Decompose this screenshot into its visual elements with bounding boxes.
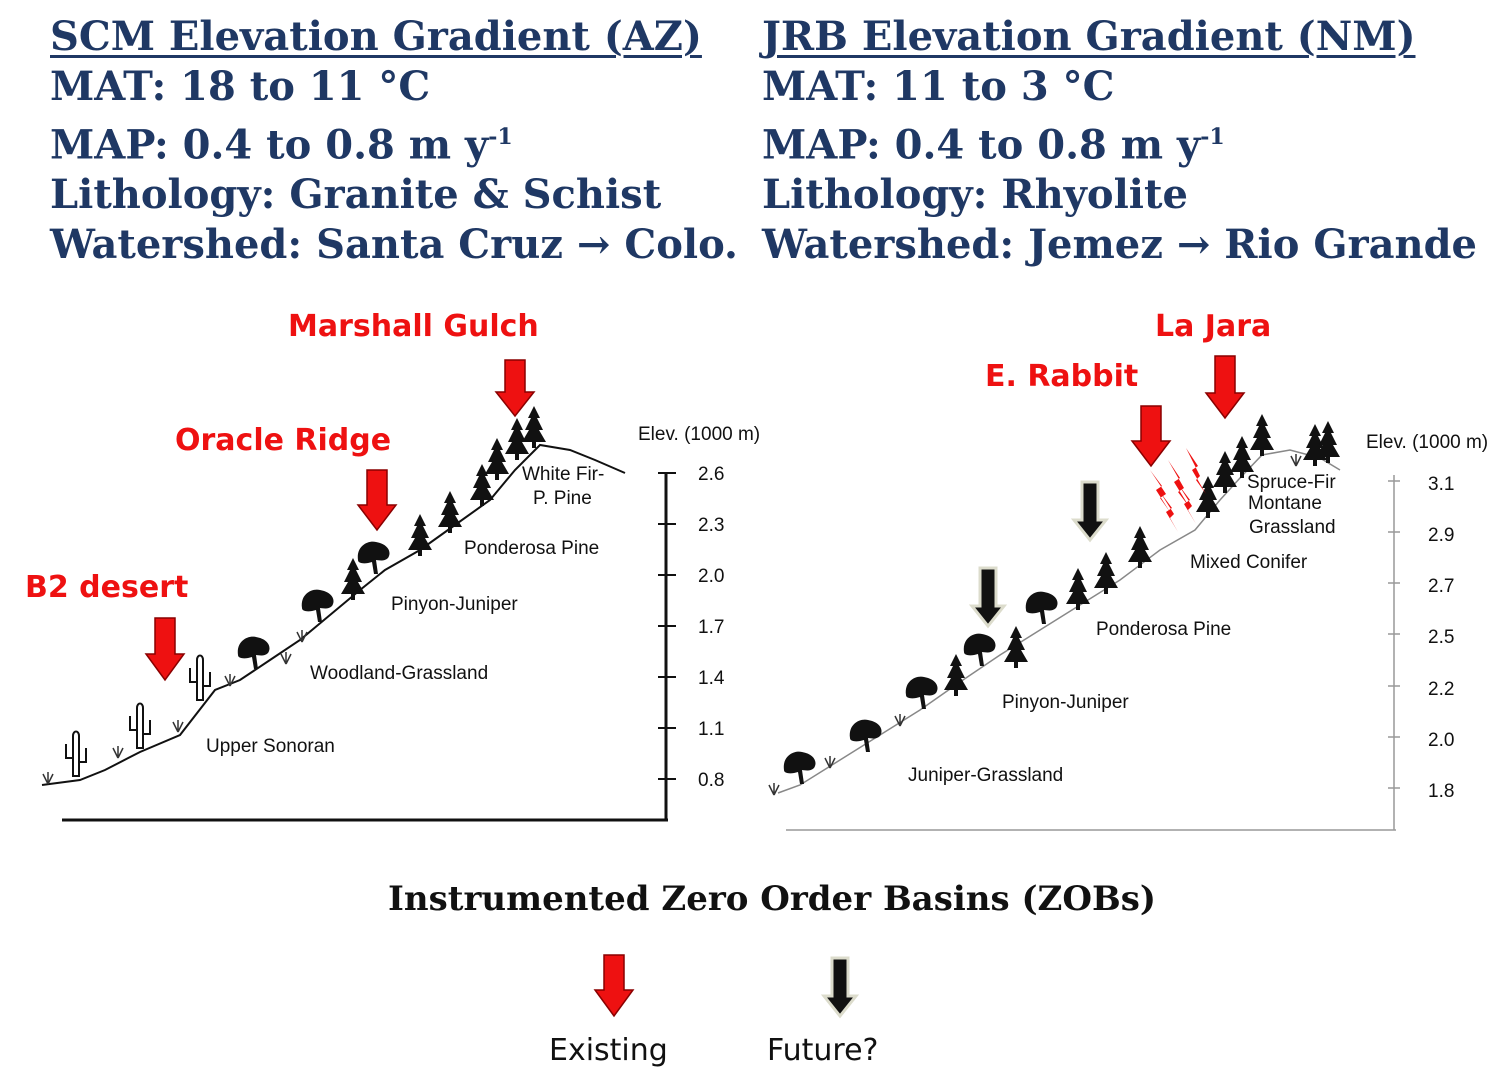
left-zone-label: Woodland-Grassland bbox=[310, 663, 488, 684]
left-elevation-diagram: Elev. (1000 m) 2.6 2.3 2.0 1.7 1.4 1.1 0… bbox=[25, 309, 760, 822]
left-tick-label: 1.4 bbox=[698, 668, 725, 689]
left-zone-label: Ponderosa Pine bbox=[464, 538, 599, 559]
site-label-oracle-ridge: Oracle Ridge bbox=[175, 423, 391, 458]
left-lithology: Lithology: Granite & Schist bbox=[50, 171, 662, 219]
arrow-b2-desert bbox=[144, 617, 186, 682]
right-tick-label: 2.2 bbox=[1428, 679, 1454, 700]
left-tick-label: 0.8 bbox=[698, 770, 724, 791]
left-zone-label: Upper Sonoran bbox=[206, 736, 335, 757]
right-zone-label: Spruce-Fir bbox=[1247, 472, 1336, 493]
site-label-e-rabbit: E. Rabbit bbox=[985, 359, 1138, 394]
left-watershed: Watershed: Santa Cruz → Colo. bbox=[50, 221, 738, 269]
left-axis-ticks bbox=[658, 472, 676, 780]
left-mat: MAT: 18 to 11 °C bbox=[50, 63, 431, 110]
right-tick-label: 1.8 bbox=[1428, 781, 1454, 802]
site-label-b2-desert: B2 desert bbox=[25, 570, 188, 605]
right-zone-label: Montane bbox=[1248, 493, 1322, 514]
right-lithology: Lithology: Rhyolite bbox=[762, 171, 1188, 219]
right-tick-label: 2.0 bbox=[1428, 730, 1454, 751]
site-label-la-jara: La Jara bbox=[1155, 309, 1271, 344]
legend-title: Instrumented Zero Order Basins (ZOBs) bbox=[388, 879, 1156, 919]
left-tick-label: 2.0 bbox=[698, 566, 724, 587]
left-tick-label: 1.7 bbox=[698, 617, 724, 638]
right-slope-profile bbox=[777, 449, 1341, 794]
legend-existing-arrow bbox=[593, 954, 635, 1018]
left-map-text: MAP: 0.4 to 0.8 m y bbox=[50, 121, 489, 169]
left-zone-label: White Fir- bbox=[522, 464, 604, 485]
left-slope-profile bbox=[41, 443, 626, 786]
right-tick-label: 2.7 bbox=[1428, 576, 1454, 597]
legend-future-arrow bbox=[820, 956, 860, 1019]
right-zone-label: Juniper-Grassland bbox=[908, 765, 1063, 786]
right-tick-label: 2.9 bbox=[1428, 525, 1454, 546]
arrow-future-site bbox=[1070, 480, 1110, 543]
left-tick-label: 2.3 bbox=[698, 515, 724, 536]
left-zone-label: P. Pine bbox=[533, 488, 592, 509]
legend-existing-label: Existing bbox=[549, 1033, 668, 1068]
arrow-marshall-gulch bbox=[494, 359, 536, 418]
right-watershed: Watershed: Jemez → Rio Grande bbox=[762, 221, 1477, 269]
left-panel-title: SCM Elevation Gradient (AZ) bbox=[50, 13, 702, 60]
right-zone-label: Ponderosa Pine bbox=[1096, 619, 1231, 640]
right-map-text: MAP: 0.4 to 0.8 m y bbox=[762, 121, 1201, 169]
left-tick-label: 2.6 bbox=[698, 464, 724, 485]
left-site-summary: SCM Elevation Gradient (AZ) MAT: 18 to 1… bbox=[50, 12, 738, 270]
left-map: MAP: 0.4 to 0.8 m y-1 bbox=[50, 112, 738, 170]
right-map-exponent: -1 bbox=[1200, 124, 1225, 150]
left-map-exponent: -1 bbox=[488, 124, 513, 150]
left-tick-label: 1.1 bbox=[698, 719, 724, 740]
arrow-la-jara bbox=[1204, 355, 1246, 420]
arrow-e-rabbit bbox=[1130, 405, 1172, 468]
right-zone-label: Mixed Conifer bbox=[1190, 552, 1308, 573]
arrow-future-site bbox=[968, 566, 1008, 629]
burned-area-marks bbox=[1150, 448, 1206, 532]
right-tick-label: 3.1 bbox=[1428, 474, 1454, 495]
right-axis-title: Elev. (1000 m) bbox=[1366, 432, 1488, 453]
legend-future-label: Future? bbox=[767, 1033, 878, 1068]
right-axis-ticks bbox=[1388, 480, 1400, 789]
right-mat: MAT: 11 to 3 °C bbox=[762, 63, 1115, 110]
right-zone-label: Pinyon-Juniper bbox=[1002, 692, 1129, 713]
arrow-oracle-ridge bbox=[356, 469, 398, 532]
right-panel-title: JRB Elevation Gradient (NM) bbox=[762, 13, 1416, 60]
legend: Instrumented Zero Order Basins (ZOBs) Ex… bbox=[388, 879, 1156, 1068]
left-axis-title: Elev. (1000 m) bbox=[638, 424, 760, 445]
right-zone-label: Grassland bbox=[1249, 517, 1336, 538]
site-label-marshall-gulch: Marshall Gulch bbox=[288, 309, 539, 344]
right-tick-label: 2.5 bbox=[1428, 627, 1454, 648]
right-elevation-diagram: Elev. (1000 m) 3.1 2.9 2.7 2.5 2.2 2.0 1… bbox=[768, 309, 1488, 831]
right-site-summary: JRB Elevation Gradient (NM) MAT: 11 to 3… bbox=[762, 12, 1477, 270]
right-map: MAP: 0.4 to 0.8 m y-1 bbox=[762, 112, 1477, 170]
left-zone-label: Pinyon-Juniper bbox=[391, 594, 518, 615]
